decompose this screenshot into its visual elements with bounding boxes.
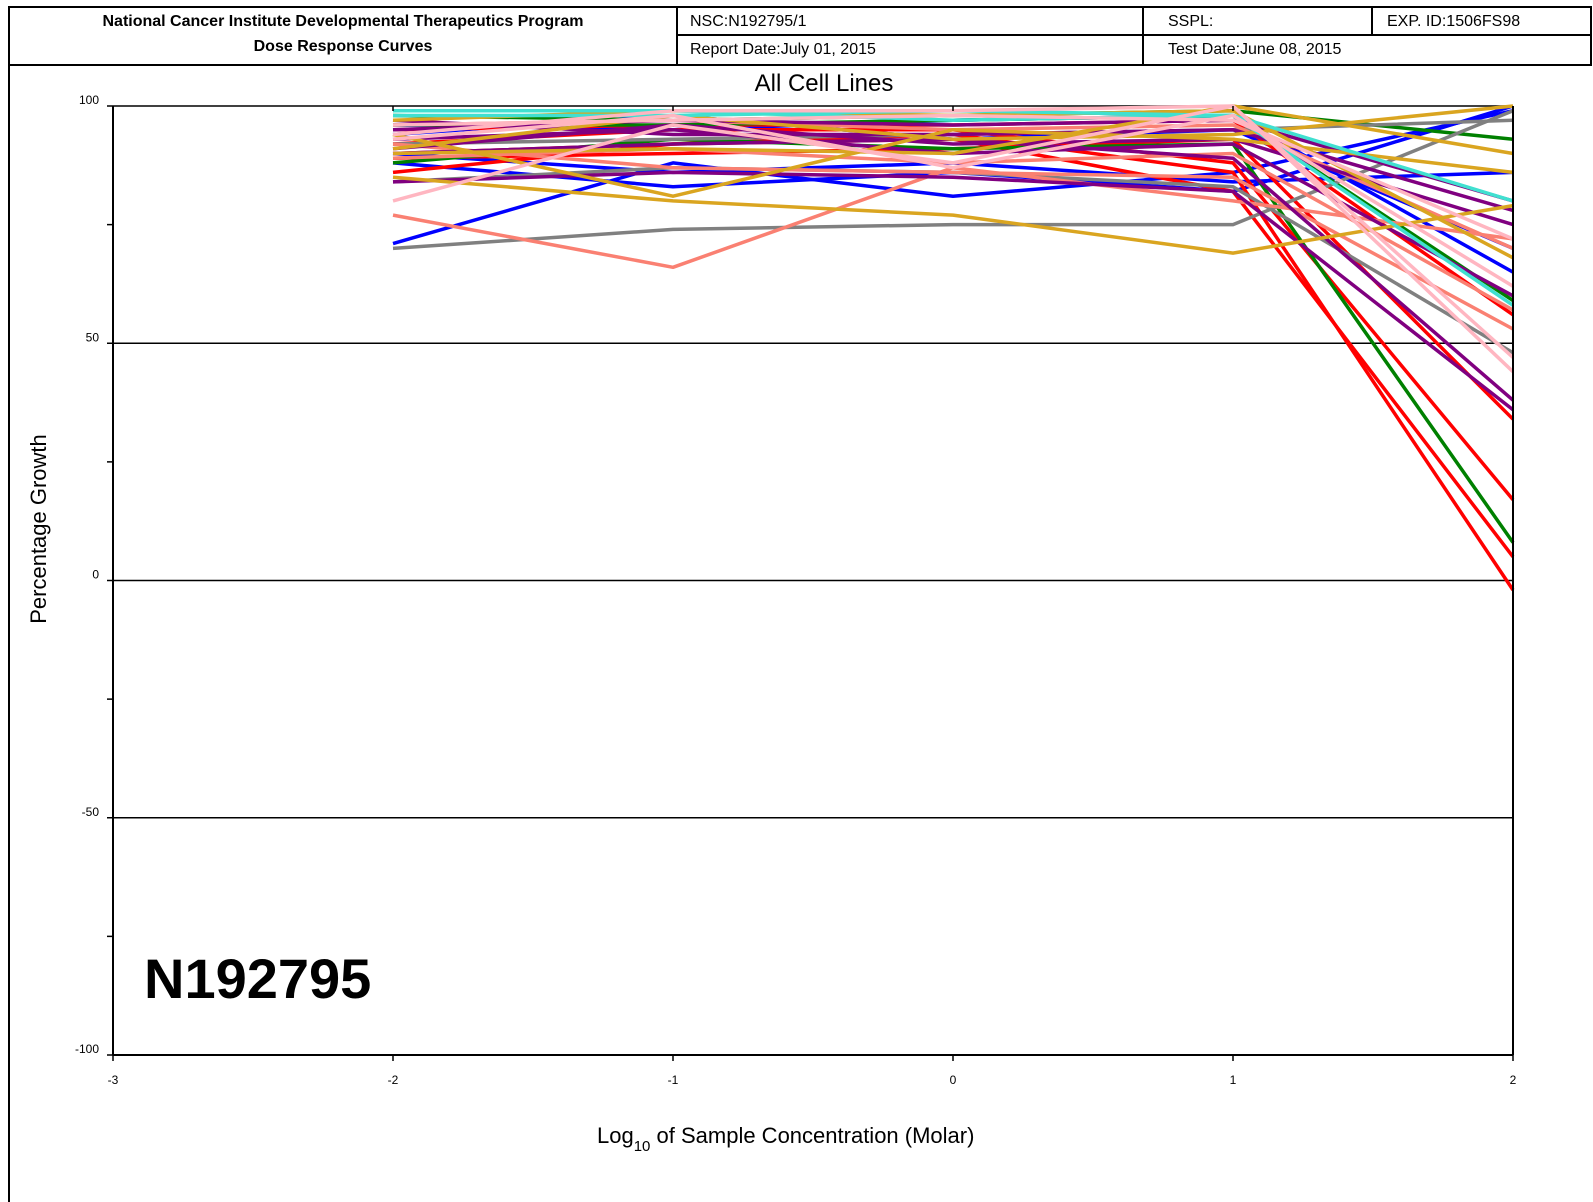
- series-line: [392, 123, 1514, 227]
- dose-response-chart: All Cell Lines 100 50 0 -50 -100 -3 -2 -1 0 1 2 Pe…: [26, 70, 1517, 1155]
- compound-label: N192795: [144, 947, 371, 1010]
- x-axis-label-rest: of Sample Concentration (Molar): [650, 1123, 974, 1148]
- x-tick-label: 2: [1510, 1073, 1517, 1087]
- y-tick-label: -50: [82, 805, 100, 819]
- x-tick-label: 0: [950, 1073, 957, 1087]
- report-subtitle: Dose Response Curves: [253, 38, 433, 55]
- chart-title: All Cell Lines: [755, 70, 894, 97]
- x-tick-label: 1: [1230, 1073, 1237, 1087]
- y-tick-label: -100: [75, 1042, 99, 1056]
- series-line: [392, 104, 1515, 373]
- series-line: [392, 104, 1514, 151]
- y-axis-label: Percentage Growth: [26, 434, 51, 624]
- y-tick-label: 50: [86, 330, 100, 344]
- sspl-field: SSPL:: [1144, 8, 1373, 36]
- series-line: [392, 175, 1514, 255]
- test-date: Test Date:June 08, 2015: [1168, 41, 1342, 58]
- series-line: [392, 142, 1514, 331]
- report-title-block: National Cancer Institute Developmental …: [10, 8, 678, 66]
- chart-frame: All Cell Lines 100 50 0 -50 -100 -3 -2 -1 0 1 2 Pe…: [8, 64, 1592, 1202]
- x-axis-label-log: Log: [597, 1123, 634, 1148]
- report-date: Report Date:July 01, 2015: [678, 36, 1144, 66]
- series-line: [393, 108, 1514, 203]
- gridlines: [113, 105, 1513, 819]
- nsc-number: NSC:N192795/1: [678, 8, 1144, 36]
- x-axis-label: Log10 of Sample Concentration (Molar): [597, 1123, 974, 1155]
- experiment-id: EXP. ID:1506FS98: [1373, 8, 1592, 36]
- y-tick-label: 100: [79, 93, 99, 107]
- program-title: National Cancer Institute Developmental …: [102, 13, 584, 30]
- y-tick-label: 0: [92, 568, 99, 582]
- axes: 100 50 0 -50 -100 -3 -2 -1 0 1 2: [75, 93, 1517, 1087]
- series-line: [392, 109, 1514, 251]
- x-tick-label: -3: [108, 1073, 119, 1087]
- series-line: [392, 113, 1514, 241]
- report-header: National Cancer Institute Developmental …: [8, 6, 1592, 66]
- series-line: [392, 137, 1515, 558]
- series-lines: [392, 104, 1515, 591]
- x-tick-label: -1: [668, 1073, 679, 1087]
- series-line: [392, 118, 1514, 213]
- x-axis-label-subscript: 10: [634, 1138, 651, 1155]
- x-tick-label: -2: [388, 1073, 399, 1087]
- series-line: [392, 127, 1514, 198]
